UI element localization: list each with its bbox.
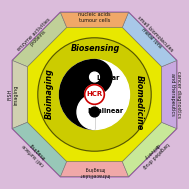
Circle shape bbox=[90, 72, 99, 82]
Polygon shape bbox=[12, 60, 27, 129]
Text: small biomolecules
metal ions: small biomolecules metal ions bbox=[132, 15, 174, 57]
Text: FISH
imaging: FISH imaging bbox=[7, 84, 18, 105]
Circle shape bbox=[60, 60, 129, 129]
Text: targeted drug
delivery: targeted drug delivery bbox=[137, 137, 169, 169]
Polygon shape bbox=[12, 12, 67, 67]
Polygon shape bbox=[27, 27, 162, 162]
Polygon shape bbox=[60, 12, 129, 27]
Text: cancer diagnostics
and therapeutics: cancer diagnostics and therapeutics bbox=[170, 71, 181, 118]
Polygon shape bbox=[162, 60, 177, 129]
Text: enzyme activities
proteins: enzyme activities proteins bbox=[16, 17, 55, 56]
Text: Biosensing: Biosensing bbox=[71, 44, 120, 53]
Text: Linear: Linear bbox=[96, 75, 119, 81]
Polygon shape bbox=[122, 122, 177, 177]
Text: Nonlinear: Nonlinear bbox=[88, 108, 124, 114]
Wedge shape bbox=[94, 60, 112, 94]
Polygon shape bbox=[12, 12, 177, 177]
Wedge shape bbox=[60, 60, 94, 129]
Polygon shape bbox=[122, 12, 177, 67]
Polygon shape bbox=[60, 162, 129, 177]
Text: Bioimaging: Bioimaging bbox=[45, 68, 54, 119]
Text: Biomedicine: Biomedicine bbox=[135, 75, 144, 131]
Text: nucleic acids
tumour cells: nucleic acids tumour cells bbox=[78, 12, 111, 23]
Polygon shape bbox=[12, 122, 67, 177]
Text: Intracellular
Imaging: Intracellular Imaging bbox=[79, 166, 110, 177]
Text: cell surface
imaging: cell surface imaging bbox=[22, 139, 50, 167]
Circle shape bbox=[38, 38, 151, 151]
Wedge shape bbox=[77, 94, 94, 129]
Circle shape bbox=[90, 107, 99, 117]
Text: HCR: HCR bbox=[86, 91, 103, 98]
Circle shape bbox=[85, 85, 104, 104]
